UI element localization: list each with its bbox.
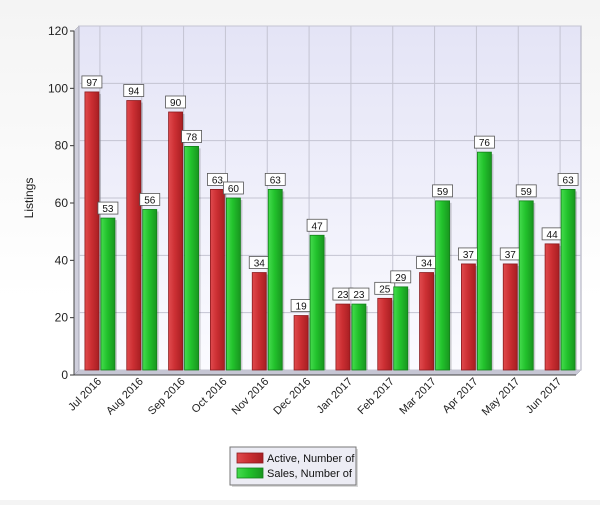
data-label: 44	[547, 230, 559, 241]
bar-active	[126, 100, 142, 371]
y-tick-label: 20	[55, 311, 69, 325]
data-label-box	[165, 95, 186, 109]
data-label: 25	[379, 284, 391, 295]
y-tick-label: 0	[61, 368, 68, 382]
bar-active	[168, 111, 183, 371]
bar-sales	[477, 151, 492, 371]
legend-label: Active, Number of	[267, 453, 355, 465]
data-label: 56	[144, 195, 156, 206]
data-label: 90	[170, 98, 182, 109]
bar-active	[502, 263, 518, 371]
bar-sales	[184, 145, 199, 371]
bar-sales	[393, 286, 409, 371]
data-label: 23	[353, 290, 365, 301]
data-label: 59	[437, 187, 449, 198]
x-tick-label: Mar 2017	[397, 376, 438, 417]
bar-sales	[518, 200, 534, 371]
x-tick-label: Nov 2016	[230, 376, 272, 418]
x-tick-label: Oct 2016	[189, 376, 229, 416]
bar-active	[377, 297, 393, 371]
x-tick-label: Jul 2016	[66, 376, 104, 414]
data-label: 63	[270, 175, 282, 186]
bar-sales	[100, 217, 116, 371]
data-label-box	[432, 184, 453, 198]
data-label: 37	[463, 250, 475, 261]
y-tick-label: 40	[55, 253, 69, 267]
bar-active	[293, 315, 309, 371]
data-label-box	[306, 218, 328, 232]
y-tick-label: 100	[48, 81, 68, 95]
x-tick-label: Apr 2017	[440, 376, 480, 416]
data-label-box	[474, 135, 495, 149]
bar-sales	[560, 188, 576, 371]
legend-swatch-sales	[236, 467, 264, 479]
data-label: 53	[102, 204, 114, 215]
bar-active	[251, 272, 267, 371]
data-label-box	[97, 201, 119, 215]
data-label-box	[181, 129, 202, 143]
y-axis-label: Listings	[22, 178, 36, 219]
x-tick-label: Jun 2017	[524, 376, 564, 416]
data-label: 63	[563, 175, 575, 186]
data-label: 34	[421, 259, 433, 270]
legend	[229, 446, 357, 486]
bar-active	[461, 263, 476, 371]
data-label: 47	[312, 221, 324, 232]
data-label-box	[264, 172, 286, 186]
bar-sales	[435, 200, 450, 371]
data-label: 29	[395, 273, 407, 284]
data-label: 78	[186, 132, 198, 143]
data-label: 19	[296, 302, 308, 313]
plot-floor	[73, 369, 582, 376]
data-label-box	[390, 270, 412, 284]
data-label: 97	[86, 78, 98, 89]
y-tick-label: 120	[48, 24, 68, 38]
bar-active	[84, 91, 100, 371]
data-label-box	[207, 172, 228, 186]
bar-active	[419, 272, 434, 371]
x-tick-label: Jan 2017	[315, 376, 355, 416]
bar-sales	[351, 303, 367, 371]
x-tick-label: May 2017	[480, 376, 523, 419]
x-tick-label: Aug 2016	[104, 376, 146, 418]
bar-active	[210, 188, 225, 371]
data-label-box	[81, 75, 103, 89]
legend-swatch-active	[236, 452, 264, 464]
y-tick-label: 60	[55, 196, 69, 210]
data-label: 63	[212, 175, 224, 186]
bar-sales	[309, 234, 325, 371]
x-tick-label: Dec 2016	[271, 376, 313, 418]
data-label: 60	[228, 184, 240, 195]
x-tick-label: Sep 2016	[146, 376, 188, 418]
plot-side-wall	[73, 25, 80, 376]
data-label: 34	[254, 259, 266, 270]
bar-active	[544, 243, 560, 371]
data-label-box	[123, 84, 145, 97]
data-label: 37	[505, 250, 517, 261]
data-label-box	[515, 184, 537, 198]
y-tick-label: 80	[55, 139, 69, 153]
data-label: 59	[521, 187, 533, 198]
data-label: 76	[479, 138, 491, 149]
data-label-box	[348, 287, 370, 301]
data-label: 23	[337, 290, 349, 301]
bar-sales	[226, 197, 241, 371]
data-label: 94	[128, 87, 140, 98]
x-tick-label: Feb 2017	[356, 376, 397, 417]
data-label-box	[139, 193, 161, 206]
bar-sales	[142, 209, 158, 371]
data-label-box	[223, 181, 244, 195]
legend-label: Sales, Number of	[267, 468, 353, 480]
data-label-box	[557, 172, 579, 186]
bar-active	[335, 303, 351, 371]
bar-sales	[267, 188, 283, 371]
